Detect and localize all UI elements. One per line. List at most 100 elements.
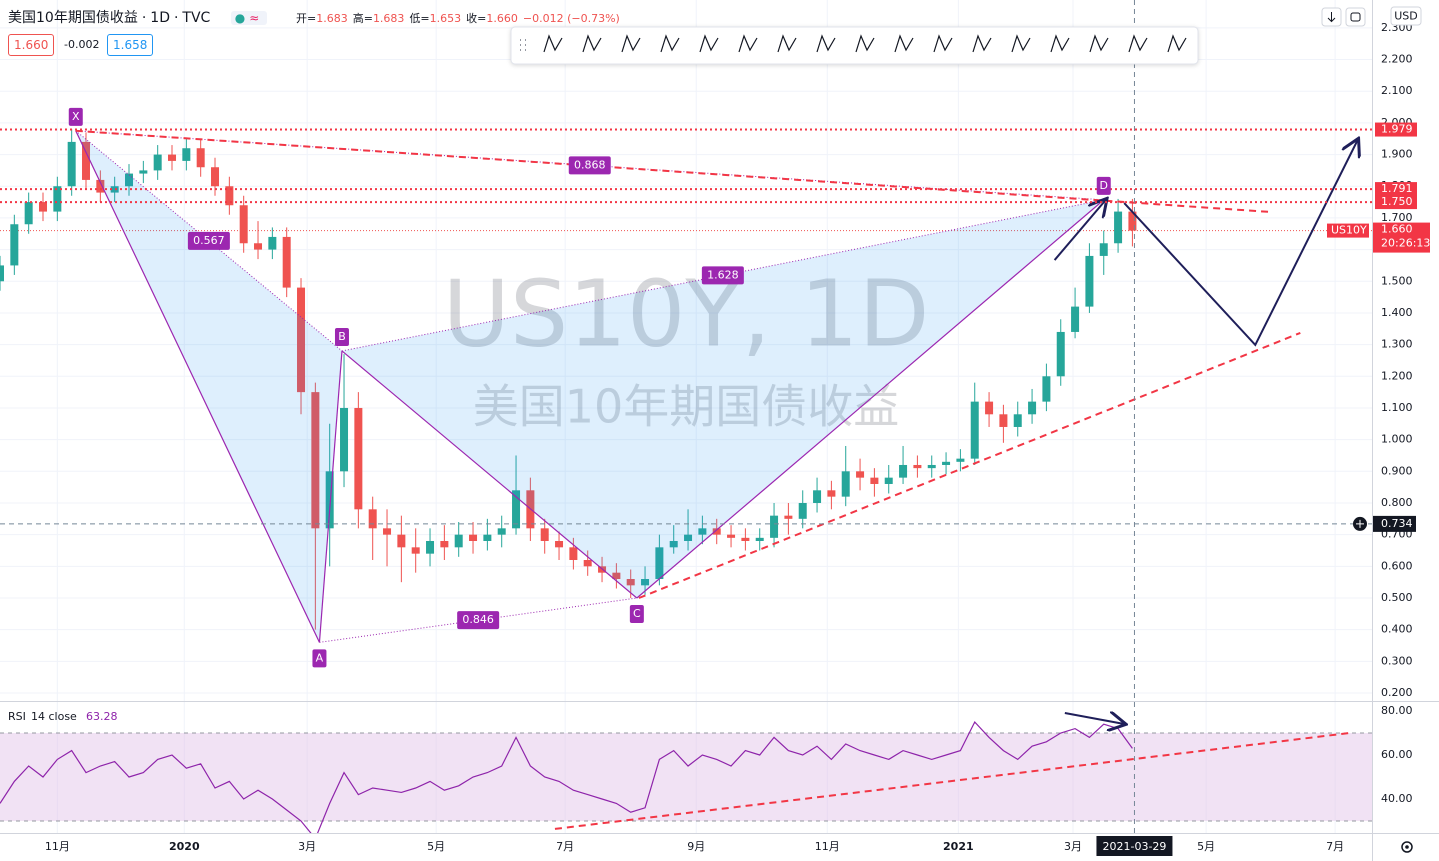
tool-icon[interactable]: [1089, 34, 1109, 53]
x-tick-label: 11月: [45, 840, 70, 853]
bid[interactable]: 1.660: [8, 34, 55, 56]
x-tick-label: 2020: [169, 840, 200, 853]
rsi-arrow: [1064, 713, 1124, 724]
tool-icon[interactable]: [621, 34, 641, 53]
tool-icon[interactable]: [1167, 34, 1187, 53]
watermark: 美国10年期国债收益: [473, 380, 900, 434]
candle-body: [469, 534, 478, 541]
rsi-title: RSI: [8, 710, 26, 723]
candle-body: [440, 540, 449, 548]
candle-body: [970, 401, 979, 459]
x-tick-label: 11月: [815, 840, 840, 853]
candle-body: [1085, 255, 1094, 307]
y-tick-label: 1.700: [1381, 211, 1413, 224]
candle-body: [340, 407, 349, 472]
ratio-tag: [187, 231, 230, 250]
candle-body: [24, 202, 33, 225]
y-tick-label: 1.500: [1381, 274, 1413, 287]
pattern-point-label: C: [633, 607, 641, 620]
candle-body: [325, 471, 334, 529]
tool-icon[interactable]: [1128, 34, 1148, 53]
gear[interactable]: [1401, 841, 1413, 853]
currency-button[interactable]: [1390, 6, 1422, 26]
y-tick-label: 0.900: [1381, 464, 1413, 477]
top-buttons[interactable]: USD: [1321, 6, 1422, 27]
tool-icon[interactable]: [738, 34, 758, 53]
candle-body: [1042, 376, 1051, 402]
tool-icon[interactable]: [582, 34, 602, 53]
ohlc-label: 低=: [409, 12, 430, 25]
candle-body: [282, 236, 291, 288]
dot: ·: [141, 10, 147, 26]
pattern-fill: [341, 199, 1104, 599]
x-tick-label: 9月: [687, 840, 705, 853]
candle-body: [497, 528, 506, 535]
x-tick-label: 3月: [1064, 840, 1082, 853]
pattern-leg: [75, 130, 343, 352]
level-label: 1.979: [1381, 123, 1413, 136]
tool-icon[interactable]: [894, 34, 914, 53]
ohlc-value: 1.683: [372, 12, 405, 25]
x-tick-label: 5月: [427, 840, 445, 853]
candle-body: [254, 243, 263, 250]
ratio-tag: [701, 266, 744, 285]
candle-body: [1128, 211, 1137, 231]
candle-body: [67, 141, 76, 187]
candle-body: [626, 579, 635, 586]
tool-icon[interactable]: [543, 34, 563, 53]
tool-icon[interactable]: [855, 34, 875, 53]
candle-body: [125, 173, 134, 187]
tool-icon[interactable]: [1050, 34, 1070, 53]
x-tick-label: 7月: [1326, 840, 1344, 853]
candle-body: [985, 401, 994, 415]
pattern-point-label: B: [338, 330, 346, 343]
pattern-point-label: D: [1100, 179, 1108, 192]
rsi-last: 63.28: [86, 710, 118, 723]
candle-body: [813, 490, 822, 503]
candle-body: [53, 186, 62, 212]
level-label: 1.791: [1381, 182, 1413, 195]
tool-icon[interactable]: [933, 34, 953, 53]
fullscreen-icon: [1350, 12, 1361, 22]
candle-body: [784, 515, 793, 519]
y-tick-label: 0.600: [1381, 559, 1413, 572]
candle-body: [1056, 331, 1065, 377]
ohlc-values: 开=1.683 高=1.683 低=1.653 收=1.660 −0.012 (−0.7…: [296, 10, 625, 26]
fullscreen-button[interactable]: [1345, 7, 1366, 27]
candle-body: [641, 579, 650, 586]
trendline: [75, 129, 1270, 213]
ask[interactable]: 1.658: [107, 34, 154, 56]
pattern-point-label: X: [72, 110, 80, 123]
level-label: 1.750: [1381, 195, 1413, 208]
ratio-label: 0.846: [462, 613, 494, 626]
candle-body: [368, 509, 377, 529]
tool-icon[interactable]: [816, 34, 836, 53]
candle-body: [569, 547, 578, 560]
tool-icon[interactable]: [777, 34, 797, 53]
candle-body: [354, 407, 363, 510]
candle-body: [956, 458, 965, 462]
y-tick-label: 2.200: [1381, 53, 1413, 66]
tool-icon[interactable]: [1011, 34, 1031, 53]
arrow: [1123, 140, 1357, 347]
candle-body: [712, 528, 721, 535]
ratio-tag: [457, 611, 500, 630]
y-tick-label: 0.800: [1381, 496, 1413, 509]
crosshair-time-tag: [1096, 836, 1173, 856]
countdown: 20:26:13: [1381, 237, 1430, 250]
tool-icon[interactable]: [972, 34, 992, 53]
pattern-leg: [318, 350, 343, 643]
tool-icon[interactable]: [699, 34, 719, 53]
candle-body: [153, 154, 162, 171]
candle-body: [196, 148, 205, 168]
settings-icon[interactable]: [1401, 841, 1413, 853]
dot: ·: [173, 10, 179, 26]
candle-body: [856, 471, 865, 478]
pattern-leg: [319, 597, 637, 643]
tool-icon[interactable]: [660, 34, 680, 53]
ohlc-value: 1.683: [316, 12, 348, 25]
status-badge[interactable]: ● ≈: [230, 11, 268, 25]
status-dot: ●: [234, 11, 246, 25]
x-tick-label: 7月: [556, 840, 574, 853]
